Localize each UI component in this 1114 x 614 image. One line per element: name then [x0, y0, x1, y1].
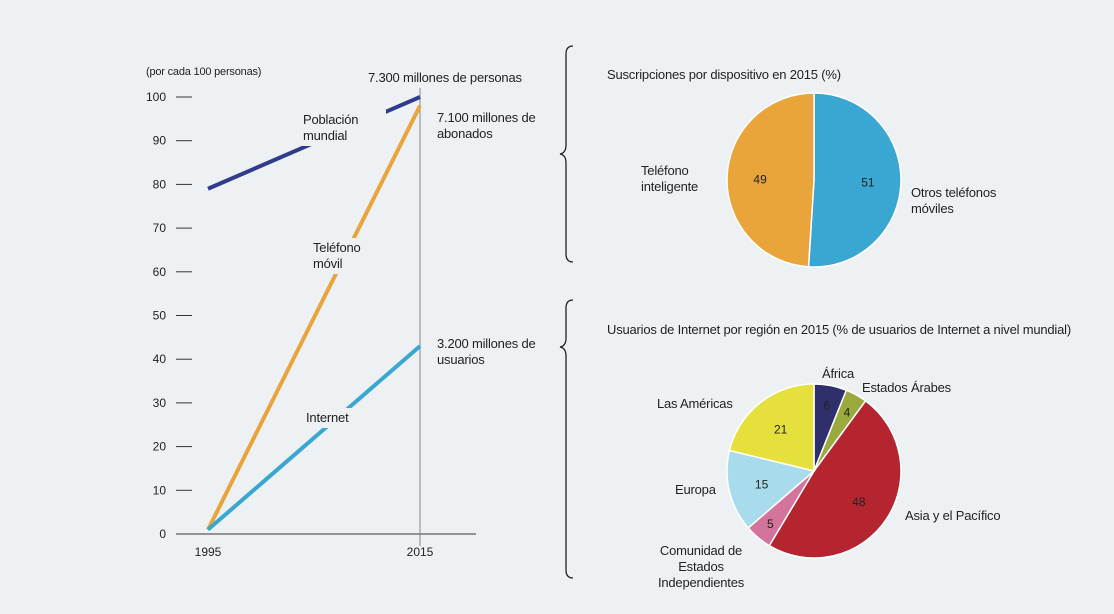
category-label: Estados Árabes	[862, 380, 951, 395]
y-tick-label: 10	[153, 483, 167, 497]
annotation: 3.200 millones de usuarios	[437, 336, 536, 367]
category-label: Europa	[675, 482, 716, 497]
value-label: 49	[753, 172, 767, 186]
bracket	[559, 45, 574, 263]
y-tick-label: 100	[146, 90, 166, 104]
category-label: Asia y el Pacífico	[905, 508, 1001, 523]
pie-slice	[768, 399, 902, 559]
y-tick-label: 90	[153, 134, 167, 148]
pie-slice	[728, 383, 815, 472]
value-label: 4	[844, 406, 851, 420]
category-label: Otros teléfonos móviles	[911, 185, 997, 216]
pie-slice	[726, 449, 816, 530]
chart-title: Suscripciones por dispositivo en 2015 (%…	[607, 67, 841, 82]
pie-slice	[807, 92, 902, 268]
value-label: 48	[852, 495, 866, 509]
series-label: Teléfono móvil	[310, 238, 378, 274]
bracket	[559, 299, 574, 579]
x-tick-label: 2015	[407, 545, 434, 559]
value-label: 21	[774, 423, 788, 437]
y-axis-label: (por cada 100 personas)	[146, 66, 262, 78]
annotation: 7.100 millones de abonados	[437, 110, 536, 141]
category-label: Teléfono inteligente	[641, 163, 699, 194]
category-label: África	[822, 366, 855, 381]
y-tick-label: 30	[153, 396, 167, 410]
value-label: 51	[861, 176, 875, 190]
series-label: Internet	[303, 408, 371, 428]
chart-title: Usuarios de Internet por región en 2015 …	[607, 322, 1071, 337]
y-tick-label: 40	[153, 352, 167, 366]
y-tick-label: 0	[159, 527, 166, 541]
category-label: Comunidad de Estados Independientes	[657, 543, 745, 590]
y-tick-label: 20	[153, 440, 167, 454]
y-tick-label: 60	[153, 265, 167, 279]
y-tick-label: 80	[153, 177, 167, 191]
value-label: 5	[767, 517, 774, 531]
pie-slice	[726, 92, 815, 268]
line-series	[206, 104, 422, 531]
category-label: Las Américas	[657, 396, 733, 411]
series-label: Población mundial	[300, 110, 386, 146]
x-tick-label: 1995	[195, 545, 222, 559]
annotation: 7.300 millones de personas	[368, 70, 522, 85]
value-label: 15	[755, 478, 769, 492]
line-series	[206, 344, 422, 532]
value-label: 6	[823, 398, 830, 412]
y-tick-label: 70	[153, 221, 167, 235]
y-tick-label: 50	[153, 309, 167, 323]
